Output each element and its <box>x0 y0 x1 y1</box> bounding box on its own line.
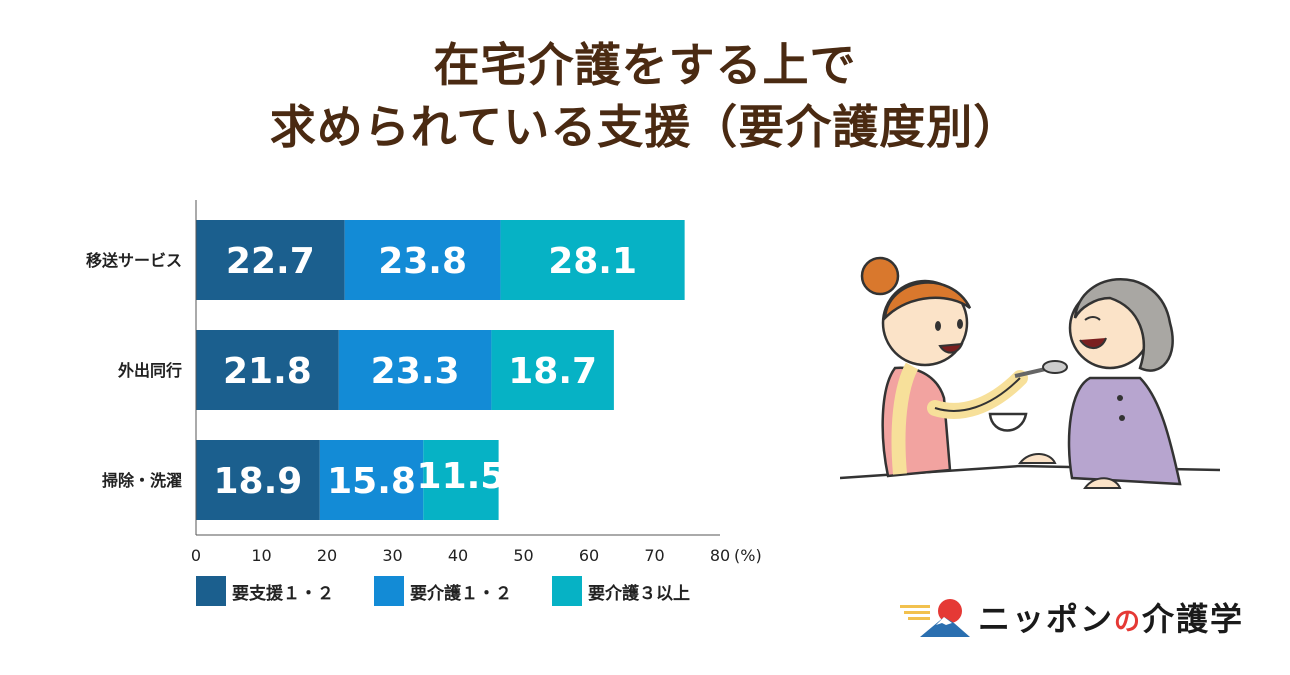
data-label: 28.1 <box>548 241 637 282</box>
x-axis-unit: (%) <box>734 546 762 565</box>
category-label: 移送サービス <box>86 251 182 270</box>
x-tick-label: 20 <box>317 546 337 565</box>
legend-swatch-0 <box>196 576 226 606</box>
legend-item-1: 要介護１・２ <box>374 576 512 606</box>
stacked-bar-chart: 22.7 23.8 28.1 21.8 23.3 18.7 18.9 15.8 11.5 移送サ… <box>86 200 762 565</box>
data-label: 23.3 <box>371 351 460 392</box>
bar-segment <box>196 330 339 410</box>
bar-segment <box>423 440 499 520</box>
bar-segment <box>196 440 320 520</box>
chart-title-line2: 求められている支援（要介護度別） <box>269 100 1021 154</box>
x-tick-label: 0 <box>191 546 201 565</box>
legend-swatch-1 <box>374 576 404 606</box>
x-tick-label: 60 <box>579 546 599 565</box>
x-tick-label: 70 <box>644 546 664 565</box>
data-label: 18.9 <box>213 461 302 502</box>
legend-label-0: 要支援１・２ <box>232 583 334 604</box>
brand-logo-text: ニッポンの介護学 <box>978 594 1244 640</box>
legend-label-2: 要介護３以上 <box>588 583 690 604</box>
legend-item-0: 要支援１・２ <box>196 576 334 606</box>
caregiver-feeding-elderly-illustration <box>840 256 1220 489</box>
bar-segment <box>500 220 685 300</box>
mountain-sun-logo-icon <box>900 599 970 637</box>
chart-title-line1: 在宅介護をする上で <box>433 38 857 92</box>
category-label: 外出同行 <box>117 361 182 380</box>
data-label: 23.8 <box>378 241 467 282</box>
data-label: 15.8 <box>327 461 416 502</box>
legend: 要支援１・２ 要介護１・２ 要介護３以上 <box>196 576 690 606</box>
bar-segment <box>491 330 614 410</box>
data-label: 21.8 <box>223 351 312 392</box>
data-label: 18.7 <box>508 351 597 392</box>
legend-swatch-2 <box>552 576 582 606</box>
data-label: 11.5 <box>417 456 506 497</box>
logo-text-rest: 介護学 <box>1142 600 1245 638</box>
bar-segment <box>196 220 345 300</box>
legend-label-1: 要介護１・２ <box>410 583 512 604</box>
brand-logo: ニッポンの介護学 <box>900 592 1260 642</box>
logo-text-no: の <box>1114 607 1143 637</box>
legend-item-2: 要介護３以上 <box>552 576 690 606</box>
x-tick-label: 10 <box>251 546 271 565</box>
x-tick-label: 50 <box>513 546 533 565</box>
bar-segment <box>344 220 501 300</box>
category-label: 掃除・洗濯 <box>102 471 182 490</box>
bar-segment <box>338 330 492 410</box>
bar-segment <box>319 440 424 520</box>
bars-group: 22.7 23.8 28.1 21.8 23.3 18.7 18.9 15.8 11.5 <box>196 220 685 520</box>
logo-text-main: ニッポン <box>978 600 1115 638</box>
x-tick-label: 80 <box>710 546 730 565</box>
x-tick-label: 40 <box>448 546 468 565</box>
x-tick-label: 30 <box>382 546 402 565</box>
data-label: 22.7 <box>226 241 315 282</box>
chart-title: 在宅介護をする上で 求められている支援（要介護度別） <box>0 34 1290 158</box>
